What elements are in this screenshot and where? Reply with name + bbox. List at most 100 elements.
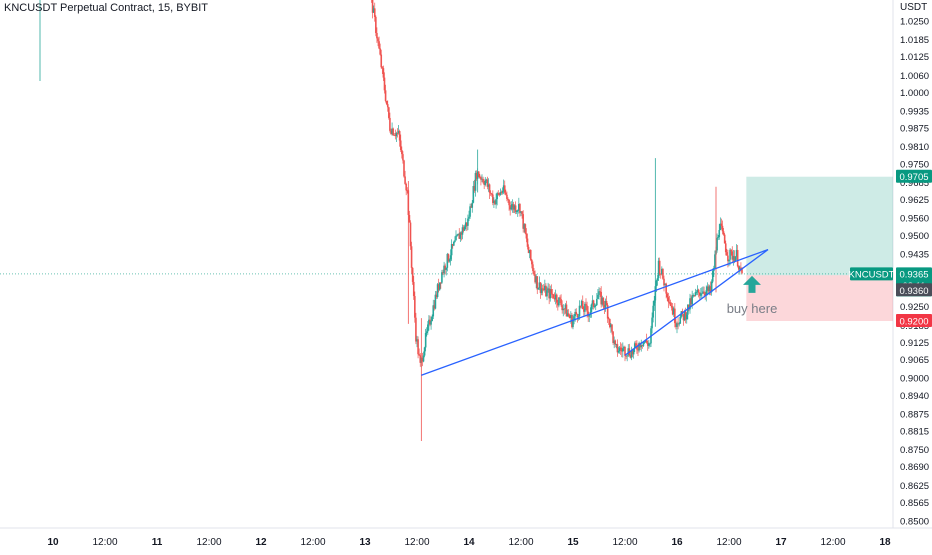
y-tick-label: 0.9500 (900, 231, 929, 242)
candle-body (482, 178, 484, 183)
entry-price-label: 0.9360 (899, 286, 928, 297)
entry-price-bg (896, 283, 932, 297)
candle-body (506, 194, 508, 199)
candle-body (525, 233, 528, 239)
candle-body (630, 350, 633, 358)
candle-body (570, 315, 572, 319)
candle-body (666, 293, 669, 298)
symbol-tag-bg (850, 267, 893, 281)
candle-body (474, 172, 477, 191)
candle-body (648, 343, 650, 346)
x-tick-label: 12:00 (92, 537, 117, 548)
candle-body (461, 227, 464, 235)
candle-body (708, 286, 711, 292)
x-tick-label: 12:00 (196, 537, 221, 548)
candle-body (416, 339, 418, 342)
candle-body (440, 282, 442, 284)
candle-body (557, 302, 559, 306)
candle-body (588, 315, 591, 317)
stop-zone[interactable] (746, 275, 893, 321)
candle-body (657, 260, 660, 279)
candle-body (599, 291, 601, 293)
candle-body (674, 308, 676, 324)
candle-body (701, 293, 703, 295)
candle-body (690, 298, 692, 305)
candle-body (379, 48, 381, 55)
candle-body (496, 193, 498, 200)
trendline[interactable] (624, 249, 769, 356)
candle-body (483, 182, 485, 185)
candle-body (480, 177, 482, 180)
candle-body (429, 319, 431, 325)
candle-body (740, 267, 742, 269)
candle-body (639, 342, 641, 348)
candle-body (656, 278, 659, 281)
candle-body (510, 207, 513, 210)
candle-body (605, 301, 608, 306)
candle-body (730, 249, 732, 252)
candle-body (720, 223, 723, 226)
candle-body (501, 190, 504, 193)
candle-body (583, 309, 585, 312)
candle-body (447, 253, 450, 262)
candle-body (403, 160, 405, 177)
candle-body (675, 323, 677, 327)
candle-body (513, 205, 516, 210)
candle-body (617, 351, 620, 353)
candle-body (398, 131, 401, 141)
candle-body (451, 244, 454, 246)
candle-body (716, 237, 718, 251)
candle-body (418, 354, 420, 356)
candle-body (679, 316, 682, 324)
candle-body (489, 192, 492, 194)
candle-body (498, 193, 501, 195)
candle-body (600, 291, 602, 305)
position-tool[interactable] (746, 176, 893, 321)
candle-body (573, 316, 575, 320)
candle-body (490, 193, 493, 195)
candle-body (572, 319, 574, 328)
candle-body (533, 271, 535, 275)
candle-body (717, 237, 719, 238)
x-tick-label: 14 (463, 537, 475, 548)
candle-body (659, 273, 662, 275)
x-tick-label: 18 (879, 537, 891, 548)
candle-body (494, 200, 496, 205)
trendlines[interactable] (421, 248, 769, 376)
candle-body (484, 180, 487, 185)
candle-body (460, 232, 463, 235)
candle-body (559, 297, 561, 300)
candle-body (598, 291, 600, 295)
candle-body (437, 284, 440, 290)
candle-body (737, 266, 740, 270)
candle-body (394, 134, 397, 137)
target-zone[interactable] (746, 176, 893, 276)
candle-body (446, 253, 449, 268)
candle-body (380, 54, 383, 68)
candle-body (709, 286, 712, 293)
candle-body (500, 192, 503, 193)
trendline[interactable] (421, 248, 769, 376)
candle-body (399, 140, 402, 150)
candle-body (375, 16, 377, 33)
candle-body (457, 233, 459, 236)
y-tick-label: 0.9875 (900, 124, 929, 135)
candle-body (408, 215, 411, 223)
x-tick-label: 12:00 (716, 537, 741, 548)
candle-body (616, 344, 619, 353)
candle-body (672, 308, 675, 315)
x-axis[interactable]: 10 12:00 11 12:00 12 12:00 13 12:00 14 12:00 15 12:… (47, 537, 891, 548)
candle-body (567, 313, 570, 316)
candle-body (703, 291, 705, 294)
candle-body (665, 283, 667, 294)
candle-body (688, 304, 690, 310)
candle-body (488, 184, 491, 193)
stop-price-label-bg (896, 314, 932, 327)
candle-body (624, 347, 626, 356)
candle-body (560, 299, 562, 306)
candle-body (633, 343, 636, 349)
candle-body (689, 298, 691, 310)
y-tick-label: 0.9125 (900, 338, 929, 349)
